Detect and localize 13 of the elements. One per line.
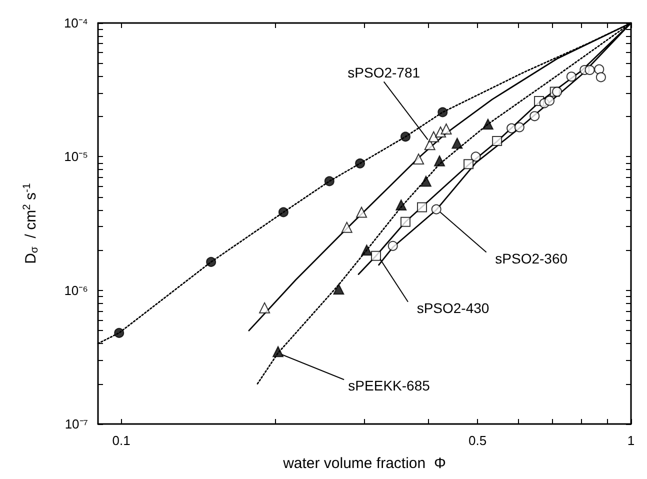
x-tick-label: 0.1 [112,433,130,448]
y-tick-label: 10⁻⁶ [64,282,88,298]
x-tick-label: 1 [627,433,635,448]
text: sPSO2-360 [495,250,568,266]
x-axis-title: water volume fraction Φ [282,455,446,472]
x-tick-label: 0.5 [468,433,487,448]
y-axis-title: Dσ / cm2 s-1 [21,182,40,264]
y-tick-label: 10⁻⁴ [64,16,88,30]
text: sPSO2-781 [348,64,420,81]
text: sPEEKK-685 [348,378,430,394]
y-tick-label: 10⁻⁵ [64,149,88,164]
y-tick-label: 10⁻⁷ [64,416,88,432]
text: sPSO2-430 [416,300,490,316]
